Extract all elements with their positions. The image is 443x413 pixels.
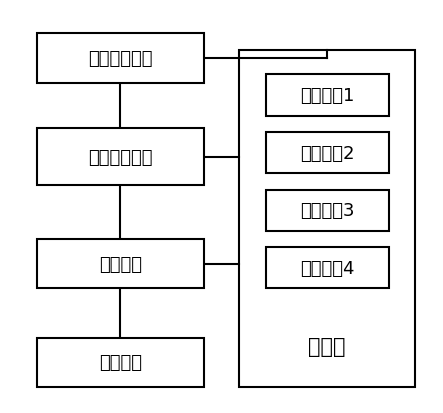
Text: 智能终端1: 智能终端1 — [300, 87, 354, 105]
FancyBboxPatch shape — [265, 190, 389, 231]
Text: ．．．: ．．． — [308, 336, 346, 356]
FancyBboxPatch shape — [265, 75, 389, 116]
Text: 智能终端4: 智能终端4 — [300, 259, 354, 277]
FancyBboxPatch shape — [37, 34, 204, 83]
FancyBboxPatch shape — [37, 239, 204, 289]
Text: 智能终端2: 智能终端2 — [300, 144, 354, 162]
Text: 智能终端3: 智能终端3 — [300, 202, 354, 220]
Text: 云处理器: 云处理器 — [99, 255, 142, 273]
Text: 显示模块: 显示模块 — [99, 354, 142, 371]
Text: 数据审核模块: 数据审核模块 — [88, 148, 152, 166]
Text: 数据收集模块: 数据收集模块 — [88, 50, 152, 68]
FancyBboxPatch shape — [239, 51, 415, 387]
FancyBboxPatch shape — [265, 133, 389, 174]
FancyBboxPatch shape — [37, 338, 204, 387]
FancyBboxPatch shape — [37, 128, 204, 186]
FancyBboxPatch shape — [265, 247, 389, 289]
